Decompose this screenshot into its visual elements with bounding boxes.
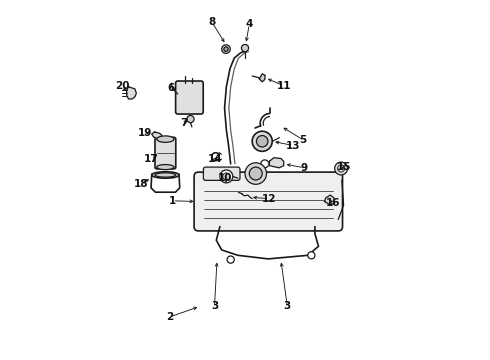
Polygon shape (270, 158, 284, 168)
Text: 3: 3 (284, 301, 291, 311)
Text: 7: 7 (180, 118, 188, 128)
Text: 6: 6 (167, 83, 174, 93)
Circle shape (227, 256, 234, 263)
Text: 19: 19 (137, 128, 152, 138)
Text: 16: 16 (326, 198, 340, 208)
Text: 11: 11 (277, 81, 292, 91)
Circle shape (242, 44, 248, 51)
Text: 18: 18 (134, 179, 148, 189)
Circle shape (338, 165, 344, 172)
Text: 8: 8 (208, 17, 216, 27)
Circle shape (256, 135, 268, 147)
Text: 15: 15 (336, 162, 351, 172)
Circle shape (335, 162, 347, 175)
FancyBboxPatch shape (194, 172, 343, 231)
Circle shape (308, 252, 315, 259)
Text: 13: 13 (286, 140, 301, 150)
Circle shape (245, 163, 267, 184)
Polygon shape (126, 87, 136, 99)
Circle shape (220, 170, 233, 183)
Text: 17: 17 (144, 154, 158, 164)
FancyBboxPatch shape (155, 137, 176, 169)
Text: 2: 2 (166, 312, 173, 322)
Text: 5: 5 (299, 135, 307, 145)
Circle shape (249, 167, 262, 180)
Ellipse shape (157, 136, 174, 142)
Circle shape (223, 173, 230, 180)
FancyBboxPatch shape (175, 81, 203, 114)
Ellipse shape (155, 173, 176, 177)
Circle shape (221, 45, 230, 53)
Polygon shape (324, 195, 334, 205)
Text: 20: 20 (115, 81, 130, 91)
Circle shape (252, 131, 272, 151)
Text: 12: 12 (262, 194, 277, 204)
FancyBboxPatch shape (203, 167, 240, 180)
Ellipse shape (152, 172, 179, 178)
Text: 3: 3 (211, 301, 218, 311)
Text: 9: 9 (300, 163, 308, 173)
Circle shape (224, 47, 228, 51)
Polygon shape (152, 132, 162, 138)
Text: 4: 4 (245, 19, 253, 29)
Polygon shape (259, 74, 265, 82)
Text: 1: 1 (169, 196, 176, 206)
Ellipse shape (157, 165, 174, 170)
Text: 10: 10 (218, 173, 233, 183)
Circle shape (187, 116, 194, 123)
Text: 14: 14 (208, 154, 223, 164)
